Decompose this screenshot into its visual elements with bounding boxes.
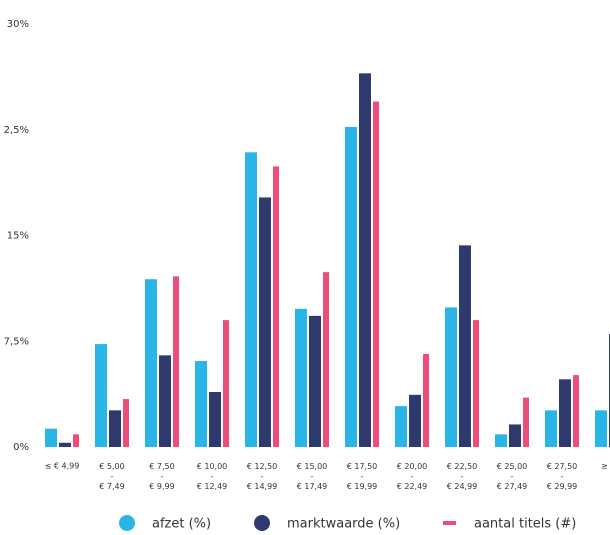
bar [159,355,171,447]
bar [345,126,357,448]
bar [523,397,529,447]
x-tick-label: € 5,00 -€ 7,49 [99,462,124,491]
bar [573,375,579,447]
x-tick-label: € 7,50 -€ 9,99 [149,462,174,491]
bar [595,410,607,447]
bar [509,424,521,447]
bar [445,307,457,447]
x-tick-label: ≥ € 3 [601,462,610,471]
x-tick-label: € 15,00 -€ 17,49 [297,462,328,491]
bar [95,344,107,447]
bar [423,353,429,447]
y-tick-label: 0% [13,442,29,453]
bar [473,320,479,447]
bar [273,166,279,447]
x-tick-label: € 12,50 -€ 14,99 [247,462,278,491]
x-tick-label: € 20,00 -€ 22,49 [397,462,428,491]
bar [559,379,571,447]
y-tick-label: 30% [7,19,29,30]
bar [173,276,179,447]
bar [45,428,57,447]
legend-marker [254,515,270,531]
bar [295,308,307,447]
bar [259,197,271,447]
x-tick-label: € 25,00 -€ 27,49 [497,462,528,491]
bar [209,392,221,447]
legend-label: marktwaarde (%) [287,517,400,532]
y-tick-label: 2,5% [4,125,29,136]
bar [309,315,321,447]
bar [459,245,471,447]
bar [223,320,229,447]
x-tick-label: € 22,50 -€ 24,99 [447,462,478,491]
bar [145,279,157,447]
legend-marker [443,521,456,525]
legend-marker [119,515,135,531]
bar [495,434,507,447]
bar [195,360,207,447]
legend-label: afzet (%) [152,517,211,532]
bar [245,152,257,447]
bar [395,406,407,447]
bar [323,272,329,447]
y-tick-label: 15% [7,231,29,242]
bar [409,394,421,447]
bar [545,410,557,447]
bar [109,410,121,447]
bar [359,73,371,447]
y-tick-label: 7,5% [4,336,29,347]
bar [59,442,71,447]
bar [373,101,379,448]
bar [73,434,79,447]
x-tick-label: ≤ € 4,99 [45,462,80,471]
bar [123,399,129,447]
x-tick-label: € 27,50 -€ 29,99 [547,462,578,491]
legend-label: aantal titels (#) [474,517,576,532]
x-tick-label: € 17,50 -€ 19,99 [347,462,378,491]
x-tick-label: € 10,00 -€ 12,49 [197,462,228,491]
